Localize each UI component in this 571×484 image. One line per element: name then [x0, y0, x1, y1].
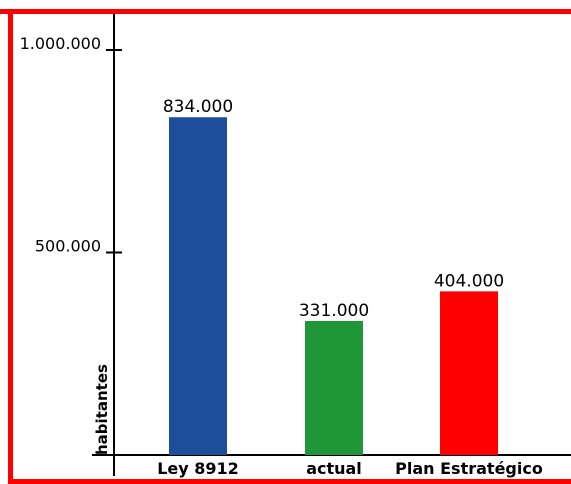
frame-border-bottom: [8, 479, 571, 484]
y-axis-label: habitantes: [93, 364, 111, 455]
bar-value-label: 834.000: [163, 97, 233, 117]
y-tick-label: 1.000.000: [20, 34, 101, 53]
bar-chart: habitantes 500.000 1.000.000 834.000 Ley 8…: [20, 14, 571, 478]
bar: [440, 291, 498, 455]
frame-border-top: [0, 9, 571, 14]
bar-value-label: 404.000: [434, 271, 504, 291]
x-tick-label: Plan Estratégico: [395, 459, 543, 478]
y-tick-label: 500.000: [35, 237, 101, 256]
bar: [169, 117, 227, 455]
frame-border-left: [8, 9, 13, 484]
x-tick-label: actual: [306, 459, 362, 478]
y-ticks: 500.000 1.000.000: [20, 34, 122, 256]
bar: [305, 320, 363, 455]
x-tick-label: Ley 8912: [157, 459, 239, 478]
bar-value-label: 331.000: [299, 301, 369, 321]
bars: 834.000 Ley 8912 331.000 actual 404.000 Plan …: [157, 97, 543, 478]
